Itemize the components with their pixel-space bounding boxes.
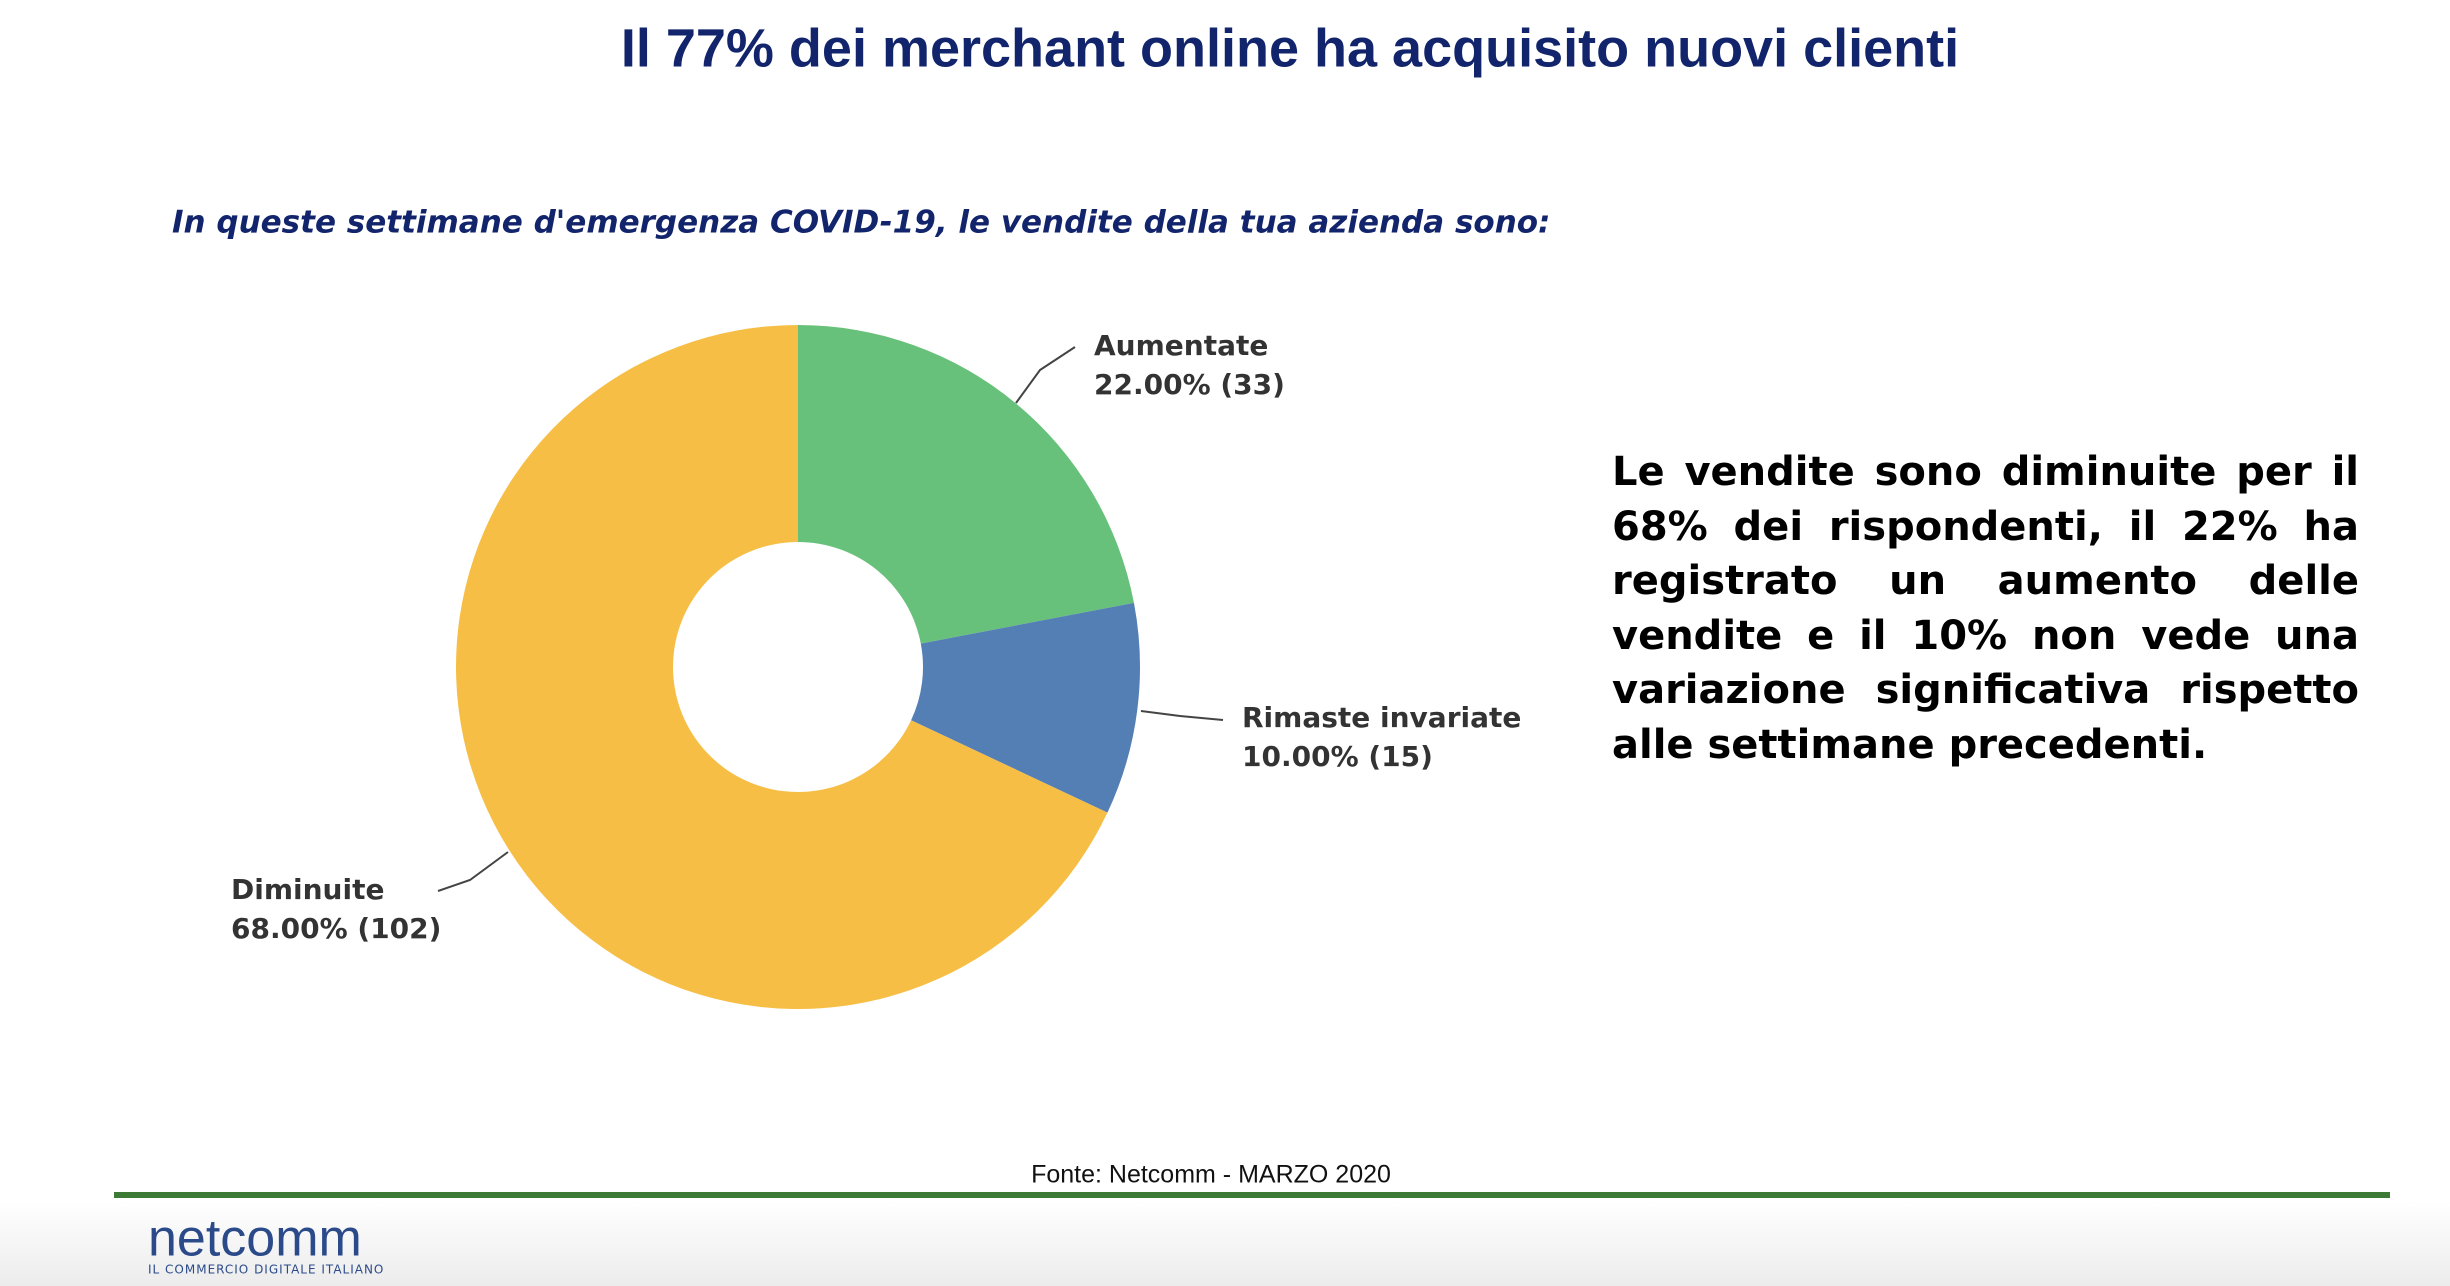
slice-label: Diminuite [231, 873, 384, 906]
leader-line [1140, 710, 1224, 721]
slice-value-label: 22.00% (33) [1094, 368, 1285, 401]
summary-text: Le vendite sono diminuite per il 68% dei… [1612, 449, 2359, 768]
chart-title: Il 77% dei merchant online ha acquisito … [621, 18, 1959, 78]
slice-value-label: 10.00% (15) [1242, 740, 1433, 773]
logo: netcomm [148, 1210, 362, 1268]
leader-line [1015, 346, 1076, 404]
footer-shade [0, 1200, 2450, 1286]
slice-label: Rimaste invariate [1242, 701, 1521, 734]
logo-tagline: IL COMMERCIO DIGITALE ITALIANO [148, 1263, 384, 1277]
slice [798, 325, 1134, 644]
slice [911, 602, 1140, 813]
source: Fonte: Netcomm - MARZO 2020 [1031, 1161, 1391, 1189]
slice [455, 325, 1108, 1009]
slice-value-label: 68.00% (102) [231, 912, 441, 945]
slice-label: Aumentate [1094, 329, 1268, 362]
chart-subtitle: In queste settimane d'emergenza COVID-19… [172, 205, 1550, 241]
leader-line [437, 851, 509, 892]
